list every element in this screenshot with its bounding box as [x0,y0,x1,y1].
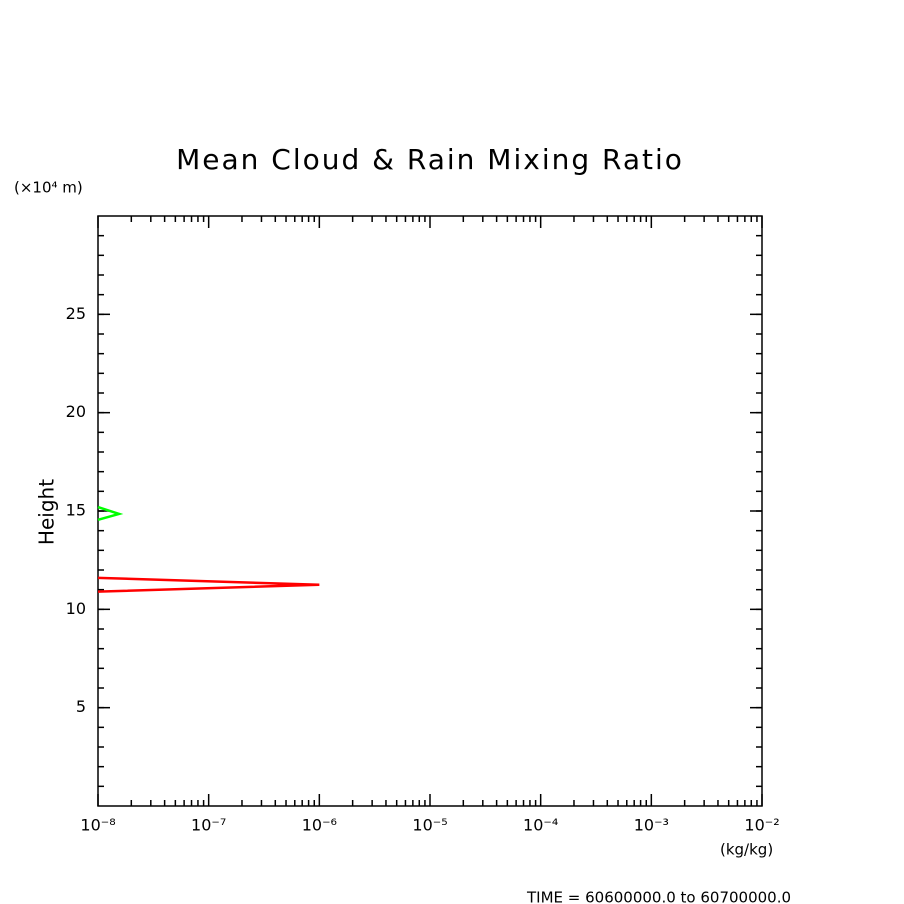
y-axis-label: Height [35,479,59,545]
y-tick-label: 25 [66,304,86,323]
x-tick-label: 10⁻³ [634,816,669,835]
y-tick-label: 15 [66,501,86,520]
x-tick-label: 10⁻⁵ [412,816,447,835]
y-tick-label: 10 [66,599,86,618]
y-units: (×10⁴ m) [14,179,83,197]
x-tick-label: 10⁻⁷ [191,816,226,835]
x-tick-label: 10⁻⁸ [80,816,115,835]
x-tick-label: 10⁻⁴ [523,816,558,835]
x-tick-label: 10⁻² [744,816,779,835]
y-tick-label: 5 [76,697,86,716]
footer: TIME = 60600000.0 to 60700000.0 [526,889,791,904]
y-tick-label: 20 [66,402,86,421]
x-units: (kg/kg) [720,841,773,859]
profile-line [97,505,124,522]
profile-line [97,576,320,593]
plot-frame [97,215,763,807]
x-tick-label: 10⁻⁶ [302,816,337,835]
chart-title: Mean Cloud & Rain Mixing Ratio [176,143,684,176]
